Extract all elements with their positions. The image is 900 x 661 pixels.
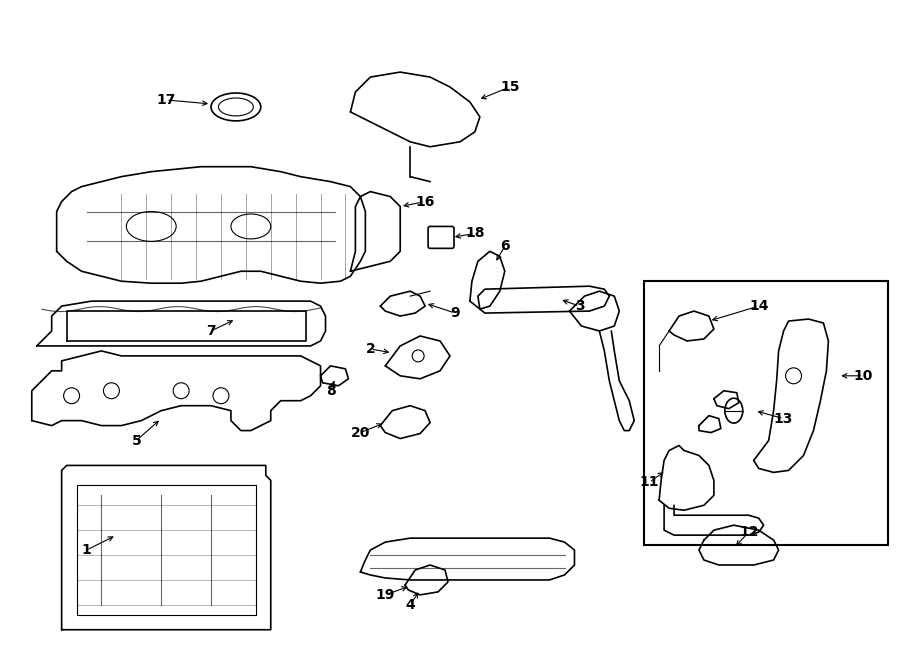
Text: 3: 3 bbox=[574, 299, 584, 313]
Text: 2: 2 bbox=[365, 342, 375, 356]
Text: 6: 6 bbox=[500, 239, 509, 253]
Text: 10: 10 bbox=[853, 369, 873, 383]
Text: 17: 17 bbox=[157, 93, 176, 107]
Text: 16: 16 bbox=[416, 194, 435, 208]
Text: 14: 14 bbox=[749, 299, 769, 313]
Bar bbox=[644, 281, 888, 545]
Text: 7: 7 bbox=[206, 324, 216, 338]
Text: 9: 9 bbox=[450, 306, 460, 320]
Text: 11: 11 bbox=[639, 475, 659, 489]
Text: 4: 4 bbox=[405, 598, 415, 612]
Text: 15: 15 bbox=[500, 80, 519, 94]
Text: 1: 1 bbox=[82, 543, 92, 557]
Text: 20: 20 bbox=[351, 426, 370, 440]
Text: 5: 5 bbox=[131, 434, 141, 447]
Text: 13: 13 bbox=[774, 412, 793, 426]
Text: 8: 8 bbox=[326, 384, 336, 398]
Text: 12: 12 bbox=[739, 525, 759, 539]
Text: 18: 18 bbox=[465, 227, 484, 241]
Text: 19: 19 bbox=[375, 588, 395, 602]
